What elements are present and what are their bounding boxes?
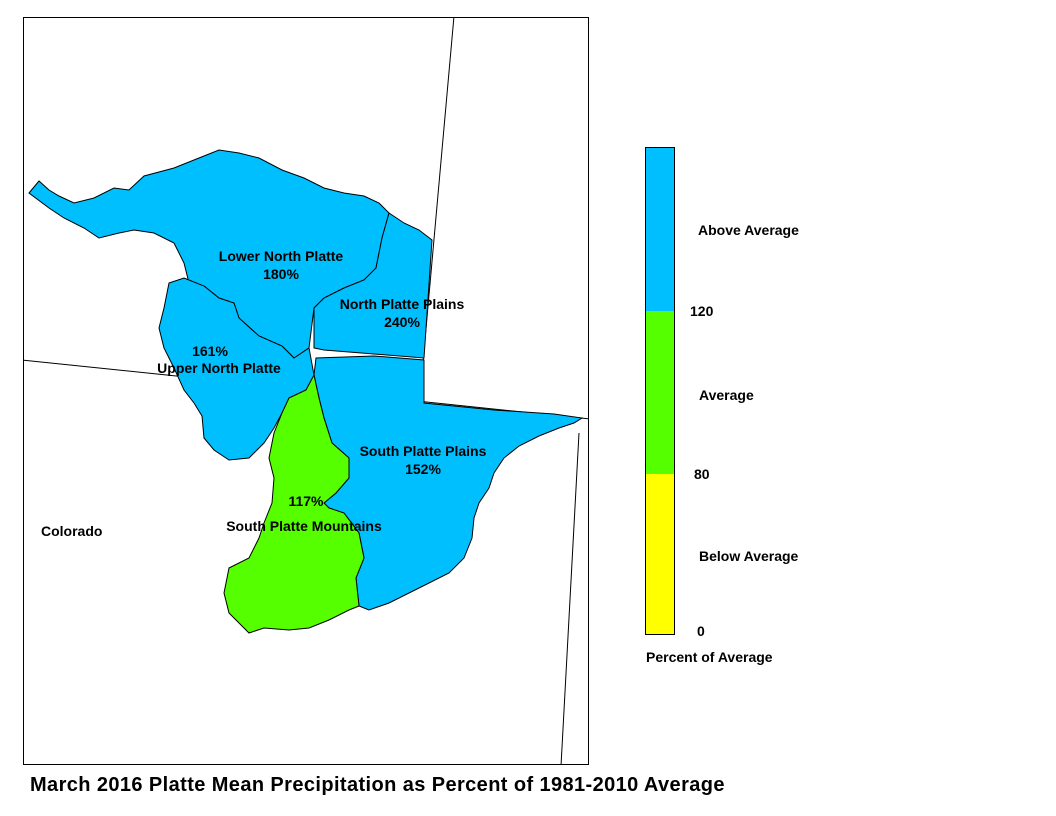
label-lower-north-platte-name: Lower North Platte <box>219 248 344 264</box>
label-south-platte-plains-name: South Platte Plains <box>360 443 487 459</box>
legend-break-0: 0 <box>697 623 705 639</box>
legend-label-average: Average <box>699 387 754 403</box>
label-upper-north-platte-name: Upper North Platte <box>157 360 281 376</box>
region-north-platte-plains[interactable] <box>313 212 433 359</box>
map-title: March 2016 Platte Mean Precipitation as … <box>30 774 725 796</box>
legend-swatch-below-average <box>646 474 674 634</box>
map-panel: Lower North Platte 180% North Platte Pla… <box>23 17 589 765</box>
label-south-platte-mountains-value: 117% <box>288 493 324 509</box>
label-upper-north-platte-value: 161% <box>192 343 228 359</box>
legend-swatch-average <box>646 311 674 474</box>
label-north-platte-plains-name: North Platte Plains <box>340 296 465 312</box>
legend-color-bar <box>645 147 675 635</box>
legend-title: Percent of Average <box>646 649 773 665</box>
state-border-east-lower <box>560 432 580 764</box>
label-south-platte-mountains-name: South Platte Mountains <box>226 518 382 534</box>
region-upper-north-platte[interactable] <box>158 277 315 461</box>
legend-swatch-above-average <box>646 148 674 311</box>
region-south-platte-mountains[interactable] <box>223 373 365 634</box>
map-svg: Lower North Platte 180% North Platte Pla… <box>24 18 588 764</box>
label-lower-north-platte-value: 180% <box>263 266 299 282</box>
legend-break-120: 120 <box>690 303 714 319</box>
label-north-platte-plains-value: 240% <box>384 314 420 330</box>
legend-break-80: 80 <box>694 466 710 482</box>
state-label-colorado: Colorado <box>41 523 102 539</box>
label-south-platte-plains-value: 152% <box>405 461 441 477</box>
legend-label-below-average: Below Average <box>699 548 799 564</box>
legend-label-above-average: Above Average <box>698 222 799 238</box>
